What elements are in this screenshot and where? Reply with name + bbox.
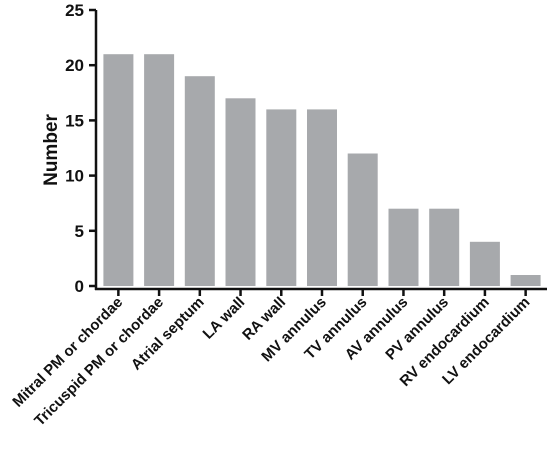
bar-ra-wall [266,109,297,287]
y-tick-label: 20 [65,56,84,75]
bar-av-annulus [388,208,419,286]
bar-mitral-pm-or-chordae [103,54,134,287]
y-tick-label: 15 [65,111,84,130]
bars-layer [103,54,541,287]
y-tick-label: 25 [65,1,84,20]
bar-la-wall [225,98,256,286]
y-tick-label: 5 [75,222,84,241]
y-axis-label: Number [41,114,62,186]
bar-atrial-septum [184,76,215,286]
bar-pv-annulus [429,208,460,286]
y-tick-label: 0 [75,277,84,296]
bar-tricuspid-pm-or-chordae [144,54,175,287]
y-tick-label: 10 [65,167,84,186]
bar-rv-endocardium [469,241,500,286]
x-tick-label: LA wall [200,294,249,343]
bar-lv-endocardium [510,275,541,286]
axes-layer [89,8,547,296]
x-tick-label: Atrial septum [128,294,208,374]
y-tick-labels: 0 5 10 15 20 25 [65,1,84,296]
bar-tv-annulus [347,153,378,286]
bar-mv-annulus [307,109,337,287]
